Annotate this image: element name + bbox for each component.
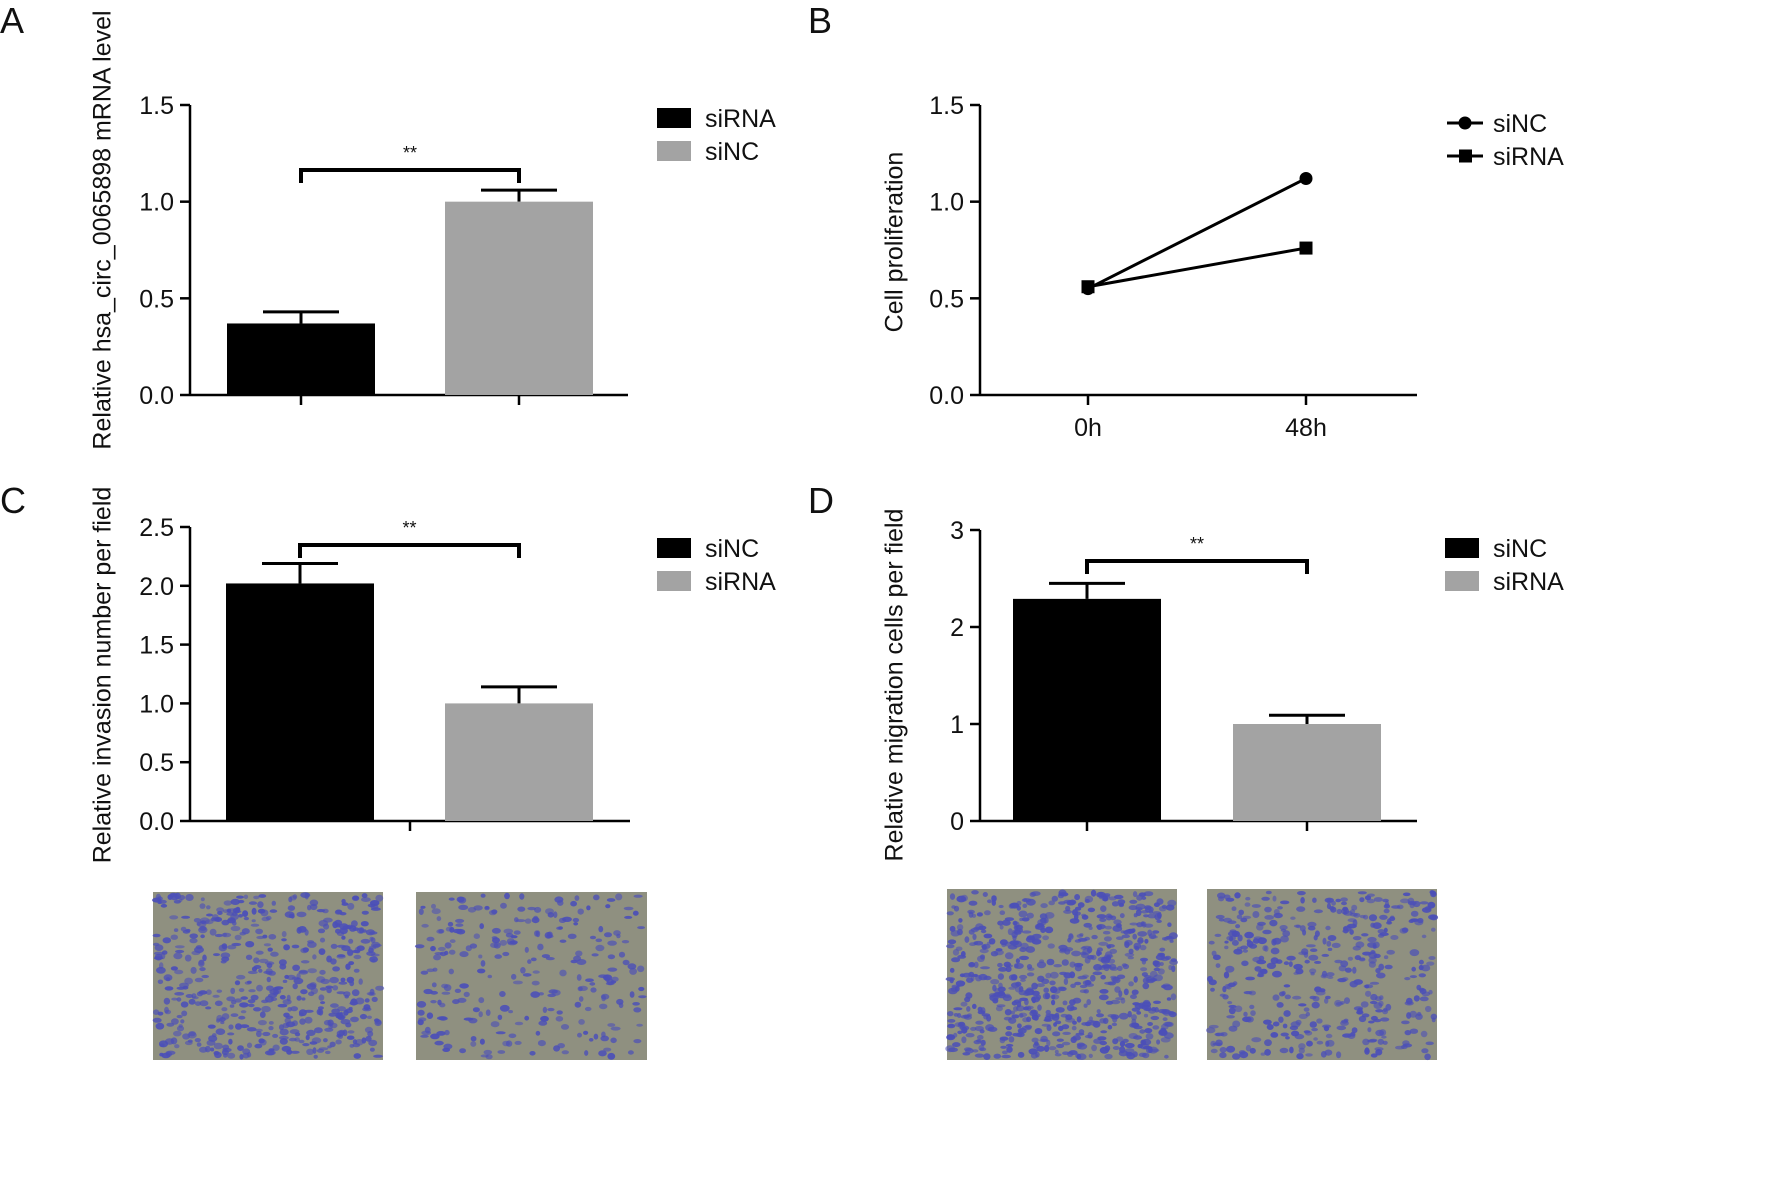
y-tick-label-a: 0.5 bbox=[139, 285, 174, 313]
series-line-b-siNC bbox=[1087, 177, 1307, 291]
y-tick-label-c: 0.0 bbox=[139, 808, 174, 836]
significance-bracket-d bbox=[1085, 559, 1309, 574]
y-tick-label-b: 1.0 bbox=[929, 189, 964, 217]
micrograph-migration-sinc bbox=[945, 889, 1178, 1060]
y-tick-label-a: 1.0 bbox=[139, 189, 174, 217]
point-b-siRNA bbox=[1081, 280, 1095, 294]
significance-label-a: ** bbox=[403, 143, 417, 163]
micrograph-invasion-sinc bbox=[152, 892, 385, 1060]
y-axis-title-a: Relative hsa_circ_0065898 mRNA level bbox=[89, 10, 117, 449]
panel-label-d: D bbox=[808, 480, 834, 521]
legend-swatch-d-siRNA bbox=[1445, 571, 1479, 591]
y-tick-label-d: 0 bbox=[950, 808, 964, 836]
series-line-b-siRNA bbox=[1087, 246, 1307, 289]
legend-swatch-d-siNC bbox=[1445, 538, 1479, 558]
legend-label-a-siRNA: siRNA bbox=[705, 105, 776, 133]
y-tick-label-c: 1.5 bbox=[139, 632, 174, 660]
legend-marker-b-siRNA bbox=[1459, 149, 1472, 163]
micrograph-invasion-sirna bbox=[414, 892, 647, 1060]
y-axis-title-d: Relative migration cells per field bbox=[881, 509, 909, 862]
legend-swatch-c-siRNA bbox=[657, 571, 691, 591]
y-tick-label-c: 0.5 bbox=[139, 749, 174, 777]
legend-label-c-siRNA: siRNA bbox=[705, 568, 776, 596]
micrograph-migration-sirna bbox=[1206, 889, 1439, 1061]
y-axis-title-c: Relative invasion number per field bbox=[89, 487, 117, 864]
y-tick-label-c: 1.0 bbox=[139, 690, 174, 718]
y-axis-title-b: Cell proliferation bbox=[881, 152, 909, 333]
panel-label-a: A bbox=[0, 0, 25, 41]
legend-label-b-siNC: siNC bbox=[1493, 110, 1547, 138]
legend-label-a-siNC: siNC bbox=[705, 138, 759, 166]
y-tick-label-b: 0.5 bbox=[929, 285, 964, 313]
significance-bracket-a bbox=[299, 168, 521, 183]
bar-d-siNC bbox=[1013, 598, 1161, 821]
significance-label-d: ** bbox=[1190, 534, 1204, 554]
panel-label-c: C bbox=[0, 480, 26, 521]
legend-label-d-siRNA: siRNA bbox=[1493, 568, 1564, 596]
y-tick-label-b: 0.0 bbox=[929, 382, 964, 410]
legend-swatch-a-siRNA bbox=[657, 108, 691, 128]
x-tick-label-b: 0h bbox=[1074, 414, 1102, 442]
y-tick-label-d: 3 bbox=[950, 517, 964, 545]
legend-swatch-a-siNC bbox=[657, 141, 691, 161]
legend-swatch-c-siNC bbox=[657, 538, 691, 558]
bar-a-siRNA bbox=[227, 323, 375, 395]
legend-label-d-siNC: siNC bbox=[1493, 535, 1547, 563]
bar-c-siNC bbox=[226, 583, 374, 821]
point-b-siNC bbox=[1299, 171, 1313, 185]
y-tick-label-d: 1 bbox=[950, 711, 964, 739]
significance-bracket-c bbox=[298, 543, 521, 558]
y-tick-label-d: 2 bbox=[950, 614, 964, 642]
bar-a-siNC bbox=[445, 201, 593, 395]
y-tick-label-c: 2.5 bbox=[139, 514, 174, 542]
bar-d-siRNA bbox=[1233, 724, 1381, 821]
legend-marker-b-siNC bbox=[1458, 116, 1472, 130]
x-tick-label-b: 48h bbox=[1285, 414, 1327, 442]
y-tick-label-b: 1.5 bbox=[929, 92, 964, 120]
significance-label-c: ** bbox=[402, 518, 416, 538]
y-tick-label-a: 0.0 bbox=[139, 382, 174, 410]
legend-label-c-siNC: siNC bbox=[705, 535, 759, 563]
y-tick-label-a: 1.5 bbox=[139, 92, 174, 120]
legend-label-b-siRNA: siRNA bbox=[1493, 143, 1564, 171]
point-b-siRNA bbox=[1299, 241, 1313, 255]
bar-c-siRNA bbox=[445, 703, 593, 821]
panel-label-b: B bbox=[808, 0, 833, 41]
y-tick-label-c: 2.0 bbox=[139, 573, 174, 601]
